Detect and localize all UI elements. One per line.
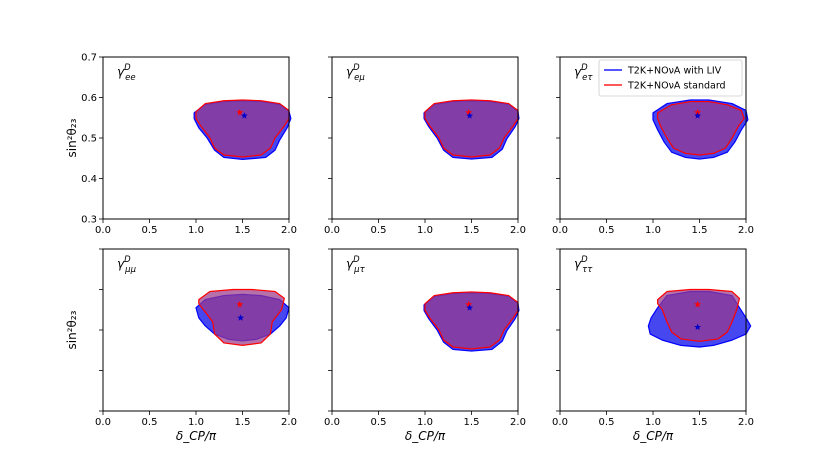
panel-4: 0.0 0.5 1.0 1.5 2.0 γD μμ δ_CP/π sin²θ₂₃ bbox=[65, 248, 297, 443]
y-tick-label: 0.6 bbox=[81, 93, 97, 104]
panel-title-subscript: eμ bbox=[354, 73, 365, 83]
y-tick-label: 0.7 bbox=[81, 53, 97, 64]
x-tick-label: 1.5 bbox=[692, 225, 708, 236]
x-tick-label: 0.5 bbox=[599, 417, 615, 428]
x-tick-label: 0.5 bbox=[371, 417, 387, 428]
panel-2: 0.0 0.5 1.0 1.5 2.0 γD eμ bbox=[324, 56, 526, 236]
standard-best-fit-star bbox=[465, 300, 473, 308]
panel-title: γD ee bbox=[117, 63, 136, 83]
x-tick-label: 1.5 bbox=[464, 225, 480, 236]
x-tick-label: 1.5 bbox=[464, 417, 480, 428]
x-tick-label: 0.5 bbox=[142, 225, 158, 236]
panel-title-superscript: D bbox=[124, 255, 131, 265]
x-tick-label: 1.0 bbox=[188, 417, 204, 428]
liv-best-fit-star bbox=[694, 112, 702, 119]
standard-contour bbox=[657, 100, 745, 156]
standard-best-fit-star bbox=[465, 108, 473, 116]
x-tick-label: 1.0 bbox=[645, 417, 661, 428]
x-tick-label: 0.0 bbox=[552, 225, 568, 236]
x-tick-label: 0.5 bbox=[142, 417, 158, 428]
panel-title-symbol: γ bbox=[117, 65, 125, 79]
panel-5: 0.0 0.5 1.0 1.5 2.0 γD μτ δ_CP/π bbox=[324, 248, 526, 443]
x-tick-label: 2.0 bbox=[281, 417, 297, 428]
liv-best-fit-star bbox=[466, 304, 474, 311]
panel-title-symbol: γ bbox=[117, 257, 125, 271]
panel-6: 0.0 0.5 1.0 1.5 2.0 γD ττ δ_CP/π bbox=[552, 248, 754, 443]
panel-title-subscript: eτ bbox=[582, 73, 593, 83]
x-tick-label: 1.0 bbox=[645, 225, 661, 236]
panel-title-subscript: μτ bbox=[353, 265, 365, 275]
panel-title: γD eμ bbox=[346, 63, 365, 83]
x-tick-label: 0.0 bbox=[324, 417, 340, 428]
x-tick-label: 2.0 bbox=[738, 417, 754, 428]
panel-title-superscript: D bbox=[124, 63, 131, 73]
panel-title-symbol: γ bbox=[574, 257, 582, 271]
panel-title: γD μτ bbox=[346, 255, 366, 275]
panel-title: γD μμ bbox=[117, 255, 137, 275]
x-tick-label: 0.0 bbox=[95, 417, 111, 428]
x-tick-label: 1.0 bbox=[188, 225, 204, 236]
panel-title-superscript: D bbox=[581, 255, 588, 265]
x-tick-label: 1.5 bbox=[692, 417, 708, 428]
standard-contour bbox=[424, 291, 519, 350]
x-tick-label: 1.0 bbox=[417, 225, 433, 236]
x-tick-label: 0.0 bbox=[95, 225, 111, 236]
standard-contour bbox=[195, 99, 290, 158]
panel-title-symbol: γ bbox=[346, 257, 354, 271]
standard-contour bbox=[424, 99, 519, 158]
panel-title-superscript: D bbox=[353, 63, 360, 73]
standard-best-fit-star bbox=[694, 300, 702, 308]
x-tick-label: 1.0 bbox=[417, 417, 433, 428]
liv-best-fit-star bbox=[240, 112, 248, 119]
standard-contour bbox=[657, 288, 741, 342]
y-axis-label: sin²θ₂₃ bbox=[65, 118, 79, 157]
x-tick-label: 2.0 bbox=[510, 225, 526, 236]
standard-best-fit-star bbox=[236, 108, 244, 116]
x-axis-label: δ_CP/π bbox=[405, 429, 446, 443]
liv-best-fit-star bbox=[694, 323, 702, 331]
legend-box bbox=[598, 59, 743, 97]
x-tick-label: 2.0 bbox=[738, 225, 754, 236]
panel-title-symbol: γ bbox=[346, 65, 354, 79]
liv-best-fit-star bbox=[237, 314, 245, 321]
x-tick-label: 2.0 bbox=[281, 225, 297, 236]
panel-1: 0.0 0.5 1.0 1.5 2.0 0.3 0.4 0.5 0.6 0.7 γD ee sin²θ₂… bbox=[65, 53, 297, 237]
panel-title-superscript: D bbox=[581, 63, 588, 73]
x-tick-label: 1.5 bbox=[235, 417, 251, 428]
x-axis-label: δ_CP/π bbox=[633, 429, 674, 443]
panel-title: γD eτ bbox=[574, 63, 593, 83]
x-tick-label: 0.0 bbox=[324, 225, 340, 236]
y-tick-label: 0.3 bbox=[81, 215, 97, 226]
panel-grid: 0.0 0.5 1.0 1.5 2.00.30.40.50.60.7γD eesin²θ₂… bbox=[65, 53, 754, 444]
x-tick-label: 0.5 bbox=[371, 225, 387, 236]
x-axis-label: δ_CP/π bbox=[176, 429, 217, 443]
y-tick-label: 0.4 bbox=[81, 174, 97, 185]
x-tick-label: 1.5 bbox=[235, 225, 251, 236]
legend-label-2: T2K+NOνA standard bbox=[627, 81, 726, 92]
panel-title-subscript: μμ bbox=[124, 265, 136, 275]
legend: T2K+NOνA with LIV T2K+NOνA standard bbox=[598, 59, 743, 97]
liv-best-fit-star bbox=[466, 112, 474, 119]
y-axis-label: sin²θ₂₃ bbox=[65, 310, 79, 349]
panel-title-symbol: γ bbox=[574, 65, 582, 79]
legend-label-1: T2K+NOνA with LIV bbox=[627, 66, 722, 77]
standard-best-fit-star bbox=[236, 300, 244, 308]
panel-title-subscript: ττ bbox=[582, 265, 593, 275]
panel-title-subscript: ee bbox=[125, 73, 135, 83]
x-tick-label: 0.0 bbox=[552, 417, 568, 428]
panel-title: γD ττ bbox=[574, 255, 593, 275]
panel-title-superscript: D bbox=[353, 255, 360, 265]
panel-3: 0.0 0.5 1.0 1.5 2.0 γD eτ bbox=[552, 56, 754, 236]
y-tick-label: 0.5 bbox=[81, 134, 97, 145]
x-tick-label: 0.5 bbox=[599, 225, 615, 236]
x-tick-label: 2.0 bbox=[510, 417, 526, 428]
